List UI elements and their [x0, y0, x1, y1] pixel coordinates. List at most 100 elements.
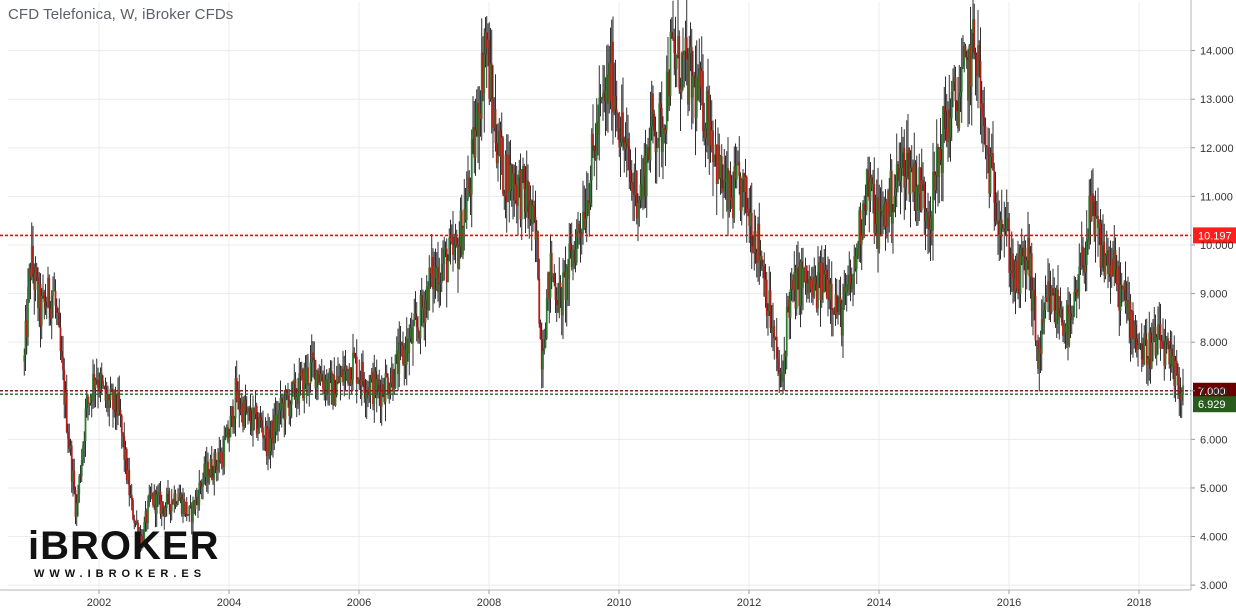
candle-body — [58, 312, 61, 328]
candle-body — [998, 223, 1001, 235]
candle-body — [853, 256, 856, 275]
candle-body — [709, 121, 712, 146]
candle-body — [545, 298, 548, 339]
candle-body — [1015, 261, 1018, 289]
candle-body — [135, 521, 138, 523]
candle-body — [308, 383, 311, 386]
candle-body — [575, 231, 578, 263]
candle-body — [339, 376, 342, 383]
candle-body — [158, 491, 161, 496]
candle-body — [785, 306, 788, 357]
candle-body — [762, 265, 764, 269]
candle-body — [1163, 348, 1166, 366]
candle-body — [515, 184, 518, 206]
candle-body — [270, 420, 273, 439]
candle-body — [868, 181, 871, 201]
candle-body — [1018, 254, 1021, 295]
candle-body — [1172, 355, 1174, 367]
candle-body — [114, 390, 117, 413]
candle-body — [237, 390, 239, 401]
candle-body — [668, 95, 671, 107]
candle-body — [78, 475, 81, 495]
candle-body — [1052, 288, 1054, 293]
candle-body — [384, 373, 387, 402]
candle-body — [648, 154, 651, 161]
candle-body — [625, 138, 628, 144]
candle-body — [642, 175, 644, 200]
candle-body — [32, 246, 34, 274]
candle-body — [462, 227, 464, 255]
candle-body — [1073, 291, 1076, 317]
candle-body — [335, 381, 338, 394]
candle-body — [319, 374, 322, 383]
candle-body — [200, 486, 203, 488]
candle-body — [1013, 278, 1016, 292]
candle-body — [1105, 250, 1108, 256]
candle-body — [150, 493, 153, 496]
candle-body — [1133, 324, 1136, 340]
candle-body — [155, 494, 158, 514]
candle-body — [1044, 296, 1047, 311]
candle-body — [550, 252, 553, 278]
candle-body — [945, 129, 948, 142]
candle-body — [1154, 326, 1157, 356]
candle-body — [702, 71, 704, 132]
candle-body — [925, 211, 928, 222]
candle-body — [162, 501, 164, 508]
candle-body — [293, 379, 296, 384]
candle-body — [928, 227, 931, 230]
candle-body — [1125, 300, 1128, 307]
candle-body — [1053, 292, 1056, 311]
candle-body — [1055, 289, 1058, 324]
candle-body — [665, 71, 668, 131]
candle-body — [552, 273, 554, 278]
candle-body — [849, 274, 852, 285]
candle-body — [112, 391, 114, 410]
candle-body — [1108, 265, 1111, 274]
candle-body — [952, 82, 954, 92]
candle-body — [83, 441, 86, 446]
candle-body — [1043, 310, 1046, 323]
candle-body — [63, 369, 66, 405]
candle-body — [353, 352, 356, 357]
candle-body — [427, 286, 429, 311]
candle-body — [399, 342, 402, 344]
candle-body — [729, 173, 732, 201]
candle-body — [214, 452, 217, 467]
candle-body — [1070, 316, 1073, 321]
candle-body — [282, 403, 284, 409]
candle-body — [80, 460, 83, 477]
candle-body — [57, 312, 59, 314]
candle-body — [855, 248, 858, 269]
candle-body — [549, 252, 552, 299]
candle-body — [900, 152, 903, 168]
candle-body — [227, 427, 229, 442]
candle-body — [724, 179, 727, 182]
candle-body — [1040, 319, 1043, 354]
candle-body — [975, 55, 978, 76]
candle-body — [635, 170, 638, 219]
candle-body — [1170, 348, 1173, 367]
candle-body — [288, 399, 291, 416]
candle-body — [108, 400, 111, 408]
candle-body — [530, 200, 533, 225]
candle-body — [1090, 193, 1093, 221]
candle-body — [629, 170, 632, 183]
candle-body — [890, 170, 893, 224]
x-tick-label: 2010 — [607, 597, 631, 609]
candle-body — [1173, 355, 1176, 386]
candle-body — [660, 108, 663, 152]
ibroker-logo: iBROKER WWW.IBROKER.ES — [22, 524, 242, 584]
candle-body — [154, 491, 157, 514]
candle-body — [140, 536, 143, 547]
candle-body — [203, 463, 206, 479]
candle-body — [210, 459, 213, 478]
candle-body — [408, 337, 411, 353]
candle-body — [107, 394, 109, 408]
candle-body — [800, 261, 803, 289]
candle-body — [450, 236, 453, 242]
candle-body — [370, 372, 373, 379]
candle-body — [744, 176, 747, 193]
candle-body — [553, 273, 556, 284]
candle-body — [434, 266, 437, 279]
